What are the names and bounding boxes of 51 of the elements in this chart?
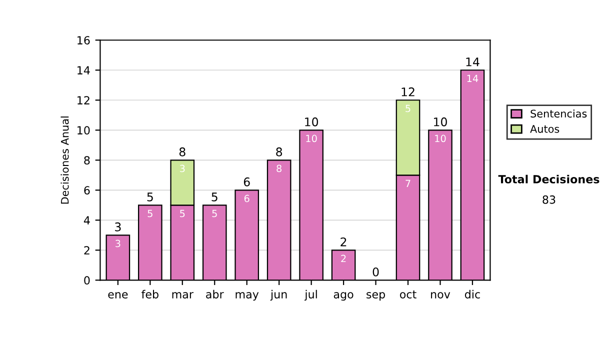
text: 83 xyxy=(542,195,556,204)
data-label: 6 xyxy=(244,194,250,202)
data-label: 14 xyxy=(467,74,478,82)
y-tick-label: 0 xyxy=(84,276,90,285)
total-label: 10 xyxy=(305,117,318,126)
data-label: 2 xyxy=(341,254,346,262)
y-tick-label: 10 xyxy=(78,126,90,135)
x-tick-label: abr xyxy=(206,290,224,298)
y-tick-label: 6 xyxy=(84,186,90,195)
x-tick-label: ago xyxy=(334,292,354,301)
y-tick-label: 4 xyxy=(84,216,90,224)
legend-label: Autos xyxy=(530,125,560,133)
y-tick-label: 14 xyxy=(78,66,90,74)
data-label: 5 xyxy=(180,210,185,218)
total-label: 2 xyxy=(340,237,346,246)
data-label: 5 xyxy=(406,104,410,112)
x-tick-label: mar xyxy=(172,292,194,298)
legend-label: Sentencias xyxy=(530,110,587,118)
x-tick-label: feb xyxy=(142,290,158,298)
x-tick-label: oct xyxy=(400,290,416,298)
data-label: 5 xyxy=(148,210,152,218)
y-tick-label: 12 xyxy=(78,96,90,104)
y-tick-label: 2 xyxy=(84,246,90,254)
data-label: 10 xyxy=(435,134,446,142)
data-label: 3 xyxy=(116,240,120,248)
total-label: 0 xyxy=(372,267,379,276)
x-tick-label: may xyxy=(236,292,259,301)
x-tick-label: nov xyxy=(431,292,450,298)
total-label: 3 xyxy=(115,222,121,232)
total-label: 6 xyxy=(244,177,250,186)
text: Total Decisiones xyxy=(498,174,600,184)
total-label: 10 xyxy=(434,117,447,126)
total-label: 14 xyxy=(466,58,480,66)
y-tick-label: 8 xyxy=(84,156,90,165)
x-tick-label: sep xyxy=(366,292,386,301)
data-label: 7 xyxy=(406,180,410,188)
data-label: 8 xyxy=(276,164,282,172)
data-label: 10 xyxy=(306,134,317,142)
total-label: 5 xyxy=(147,192,153,202)
x-tick-label: jun xyxy=(270,290,287,301)
y-axis-title: Decisiones Anual xyxy=(60,116,69,204)
data-label: 5 xyxy=(212,210,217,218)
total-label: 8 xyxy=(276,147,282,156)
x-tick-label: ene xyxy=(108,292,128,298)
x-tick-label: jul xyxy=(304,290,317,301)
x-tick-label: dic xyxy=(464,290,480,298)
data-label: 3 xyxy=(180,164,185,172)
total-label: 12 xyxy=(402,87,414,96)
y-tick-label: 16 xyxy=(78,36,90,44)
total-label: 8 xyxy=(179,147,186,156)
total-label: 5 xyxy=(212,192,218,202)
